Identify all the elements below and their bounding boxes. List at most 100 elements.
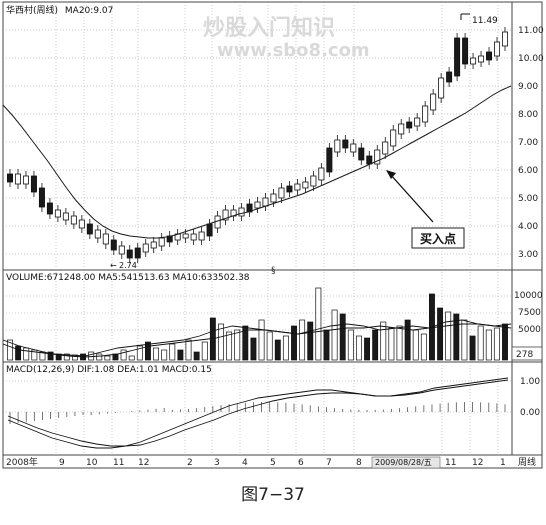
volume-bar [477, 325, 484, 361]
x-axis: 2008年 9 10 11 12 2 3 4 5 6 7 8 2009/08/2… [6, 456, 536, 469]
chart-canvas: 买入点 11.49 ← 2.74 § 11.00 10.00 9.00 8.00… [2, 1, 544, 469]
candle [78, 219, 85, 229]
volume-bar [412, 329, 419, 361]
candle [438, 77, 445, 99]
candle [238, 207, 245, 217]
macd-tick-label: 1.00 [520, 377, 540, 387]
price-header: 华西村(周线) MA20:9.07 [6, 3, 113, 16]
volume-bar [323, 329, 330, 361]
x-tick-label: 6 [298, 458, 304, 468]
volume-bar [299, 319, 306, 361]
candle [358, 147, 365, 161]
volume-tick-label: 5000 [518, 325, 541, 335]
candle [302, 181, 309, 189]
volume-bar [136, 345, 143, 361]
volume-header: VOLUME:671248.00 MA5:541513.63 MA10:6335… [6, 273, 250, 283]
x-tick-label: 5 [270, 458, 276, 468]
volume-bar [493, 327, 500, 361]
volume-bar [63, 353, 70, 361]
volume-bar [7, 339, 13, 361]
candle [398, 123, 405, 135]
volume-bar [274, 339, 281, 361]
volume-bar [15, 345, 22, 361]
candle [206, 223, 213, 237]
macd-header: MACD(12,26,9) DIF:1.08 DEA:1.01 MACD:0.1… [6, 365, 212, 375]
candle [62, 212, 69, 221]
volume-bar [104, 355, 111, 361]
x-tick-label: 10 [86, 458, 98, 468]
macd-dif-line [7, 377, 509, 449]
volume-bar [469, 335, 476, 361]
buy-point-label: 买入点 [420, 231, 456, 246]
candle [118, 245, 125, 255]
candle [486, 51, 493, 61]
candle [278, 187, 285, 199]
volume-bar [355, 335, 362, 361]
candle [470, 57, 477, 65]
candle [7, 173, 13, 183]
x-tick-label: 11 [445, 458, 456, 468]
candle [414, 117, 421, 127]
watermark-title: 炒股入门知识 [203, 16, 336, 41]
low-arrow: ← [110, 261, 117, 270]
candle [30, 175, 37, 193]
candle [198, 231, 205, 241]
watermark-url: www.sbo8.com [217, 40, 370, 61]
volume-bar [404, 319, 411, 361]
candle [382, 141, 389, 155]
candle [38, 187, 45, 208]
low-price-label: 2.74 [119, 261, 137, 270]
candle [422, 105, 429, 123]
price-tick-label: 11.00 [518, 26, 544, 36]
volume-bar [218, 323, 224, 361]
ma20-line [2, 85, 512, 239]
price-tick-label: 6.00 [518, 166, 538, 176]
volume-bar [47, 351, 54, 361]
candle [222, 209, 229, 221]
x-tick-label: 8 [356, 458, 362, 468]
candle [366, 155, 373, 165]
volume-bar [161, 349, 168, 361]
volume-bar [485, 329, 492, 361]
volume-bar [128, 355, 135, 361]
candle [501, 31, 508, 47]
volume-tick-label: 7500 [518, 308, 541, 318]
candle [318, 167, 325, 181]
price-tick-label: 3.00 [518, 250, 538, 260]
volume-bar [291, 325, 297, 361]
buy-point-arrow [389, 173, 434, 223]
macd-series [7, 377, 509, 449]
ma20-readout: MA20:9.07 [64, 6, 114, 16]
volume-bar [282, 335, 289, 361]
price-candles [2, 27, 512, 263]
x-cursor-date-box [371, 456, 441, 469]
candle [22, 175, 29, 185]
price-y-axis: 11.00 10.00 9.00 8.00 7.00 6.00 5.00 4.0… [518, 26, 544, 260]
volume-bar [502, 323, 508, 361]
candle [46, 202, 53, 215]
volume-bar [364, 337, 370, 361]
candle [462, 37, 469, 65]
price-tick-label: 7.00 [518, 138, 538, 148]
volume-bar [88, 351, 95, 361]
macd-tick-label: 0.00 [520, 408, 540, 418]
price-tick-label: 8.00 [518, 110, 538, 120]
buy-point-arrowhead [386, 170, 396, 179]
volume-corner-value: 278 [516, 350, 533, 360]
candle [374, 149, 381, 165]
macd-y-axis: 1.00 0.00 [520, 377, 540, 418]
x-tick-label: 1 [500, 458, 506, 468]
candle [134, 247, 141, 259]
candle [86, 223, 93, 235]
stock-title: 华西村(周线) [6, 6, 59, 16]
candle [350, 143, 357, 153]
volume-bar [23, 347, 30, 361]
volume-bar [145, 341, 151, 361]
marker-symbol: § [271, 266, 276, 276]
candle [262, 197, 269, 207]
x-period-label: 周线 [518, 456, 536, 468]
volume-bar [201, 341, 208, 361]
candle [430, 93, 437, 111]
volume-tick-label: 10000 [514, 291, 543, 301]
candle [494, 41, 501, 57]
